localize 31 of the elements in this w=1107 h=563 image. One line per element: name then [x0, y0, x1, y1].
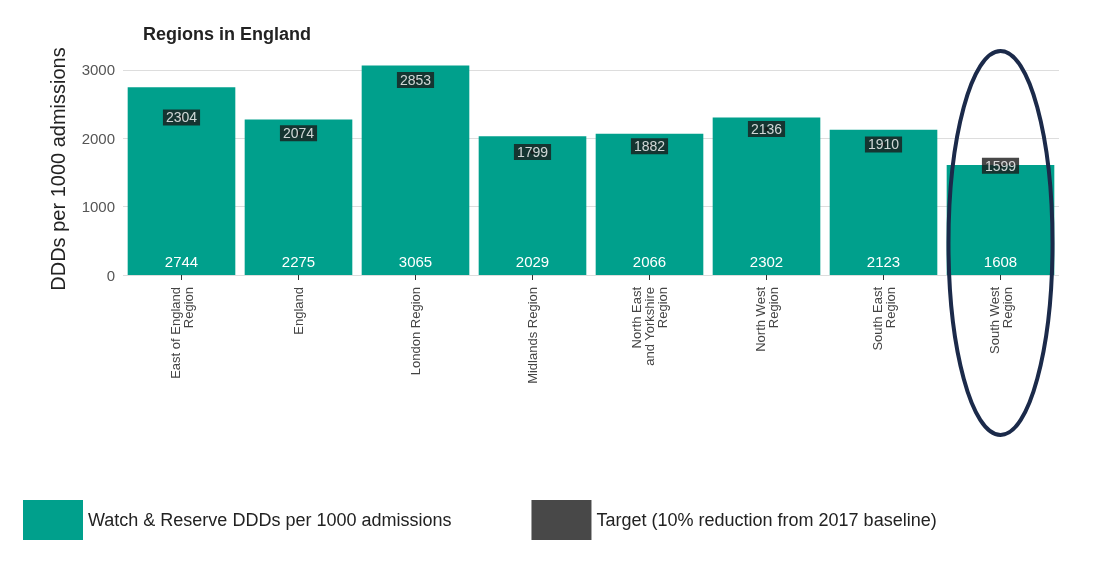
data-label: 2744 [164, 253, 199, 270]
bar [478, 136, 587, 275]
x-tick-label: England [291, 287, 306, 335]
data-label: 2066 [632, 253, 667, 270]
bar [127, 87, 236, 275]
data-label: 2029 [515, 253, 550, 270]
x-tick-label: North West Region [752, 286, 781, 352]
bar [829, 129, 938, 275]
chart-title: Regions in England [143, 24, 312, 44]
x-tick-label: North East and Yorkshire Region [629, 286, 670, 366]
x-tick-label: South East Region [869, 286, 898, 351]
x-tick-label: East of England Region [167, 287, 196, 379]
data-label: 2302 [749, 253, 784, 270]
bar [244, 119, 353, 275]
data-label: 3065 [398, 253, 433, 270]
x-tick-label: London Region [408, 287, 423, 376]
x-tick-label: South West Region [986, 286, 1015, 354]
y-tick-label: 3000 [81, 61, 115, 79]
data-label: 2123 [866, 253, 901, 270]
x-tick-label: Midlands Region [525, 287, 540, 384]
bar [712, 117, 821, 275]
y-tick-label: 2000 [81, 129, 115, 147]
data-label: 1608 [983, 253, 1018, 270]
bar [595, 133, 704, 275]
legend-label: Target (10% reduction from 2017 baseline) [596, 510, 937, 530]
legend-label: Watch & Reserve DDDs per 1000 admissions [88, 510, 452, 530]
bar [361, 65, 470, 275]
y-tick-label: 1000 [81, 198, 115, 216]
y-tick-label: 0 [106, 266, 115, 284]
y-axis-title: DDDs per 1000 admissions [47, 47, 69, 291]
data-label: 2275 [281, 253, 316, 270]
